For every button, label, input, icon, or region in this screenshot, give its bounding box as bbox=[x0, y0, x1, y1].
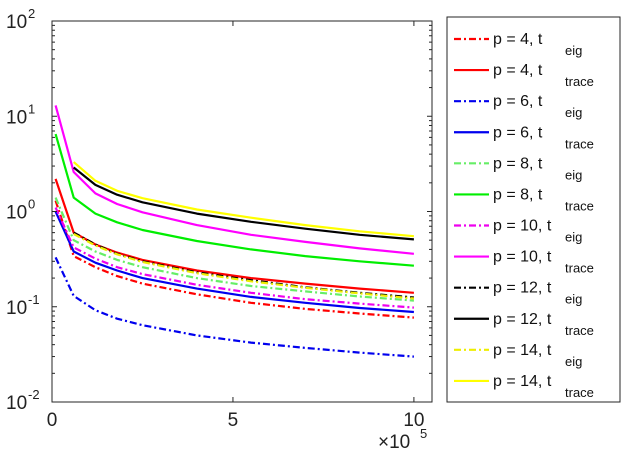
y-tick-label: 10 bbox=[6, 12, 27, 33]
series-line-10 bbox=[73, 233, 415, 300]
series-line-9 bbox=[73, 166, 414, 241]
axes bbox=[51, 20, 433, 403]
series-line-11 bbox=[72, 161, 414, 238]
series-line-7 bbox=[54, 105, 415, 255]
legend-label-11: p = 14, t bbox=[493, 373, 552, 390]
y-tick-label: 10 bbox=[6, 393, 27, 414]
legend: p = 4, t eig p = 4, t trace p = 6, t eig p = 6… bbox=[446, 16, 621, 403]
x-tick-label: 10 bbox=[403, 410, 424, 431]
plot-lines bbox=[54, 105, 415, 358]
legend-subscript-11: trace bbox=[565, 385, 594, 400]
legend-label-4: p = 8, t bbox=[493, 155, 543, 172]
x-multiplier-label: ×10 bbox=[378, 432, 410, 453]
legend-subscript-7: trace bbox=[565, 261, 594, 276]
legend-box bbox=[446, 16, 621, 403]
legend-label-6: p = 10, t bbox=[493, 218, 552, 235]
legend-label-0: p = 4, t bbox=[493, 31, 543, 48]
legend-label-8: p = 12, t bbox=[493, 280, 552, 297]
y-tick-label: 10 bbox=[6, 203, 27, 224]
series-line-0 bbox=[54, 200, 414, 319]
y-tick-exponent: -2 bbox=[28, 387, 40, 402]
legend-subscript-4: eig bbox=[565, 167, 582, 182]
legend-label-7: p = 10, t bbox=[493, 249, 552, 266]
legend-label-5: p = 8, t bbox=[493, 186, 543, 203]
y-tick-label: 10 bbox=[6, 298, 27, 319]
series-line-6 bbox=[54, 207, 414, 309]
x-multiplier-exponent: 5 bbox=[420, 426, 427, 441]
plot-area-frame bbox=[51, 20, 433, 403]
legend-subscript-3: trace bbox=[565, 136, 594, 151]
legend-subscript-2: eig bbox=[565, 105, 582, 120]
legend-label-1: p = 4, t bbox=[493, 62, 543, 79]
legend-subscript-8: eig bbox=[565, 292, 582, 307]
y-tick-exponent: 2 bbox=[28, 6, 35, 21]
legend-label-10: p = 14, t bbox=[493, 342, 552, 359]
legend-label-9: p = 12, t bbox=[493, 311, 552, 328]
x-tick-label: 0 bbox=[47, 410, 58, 431]
legend-label-3: p = 6, t bbox=[493, 124, 543, 141]
legend-subscript-6: eig bbox=[565, 230, 582, 245]
legend-subscript-10: eig bbox=[565, 354, 582, 369]
y-tick-exponent: 1 bbox=[28, 101, 35, 116]
series-line-3 bbox=[54, 211, 414, 314]
x-tick-label: 5 bbox=[228, 410, 239, 431]
legend-subscript-5: trace bbox=[565, 198, 594, 213]
legend-subscript-9: trace bbox=[565, 323, 594, 338]
legend-subscript-0: eig bbox=[565, 43, 582, 58]
series-line-5 bbox=[54, 133, 414, 267]
legend-subscript-1: trace bbox=[565, 74, 594, 89]
y-tick-exponent: -1 bbox=[28, 292, 40, 307]
y-tick-label: 10 bbox=[6, 107, 27, 128]
legend-label-2: p = 6, t bbox=[493, 93, 543, 110]
y-tick-exponent: 0 bbox=[28, 197, 35, 212]
series-line-2 bbox=[54, 256, 414, 358]
